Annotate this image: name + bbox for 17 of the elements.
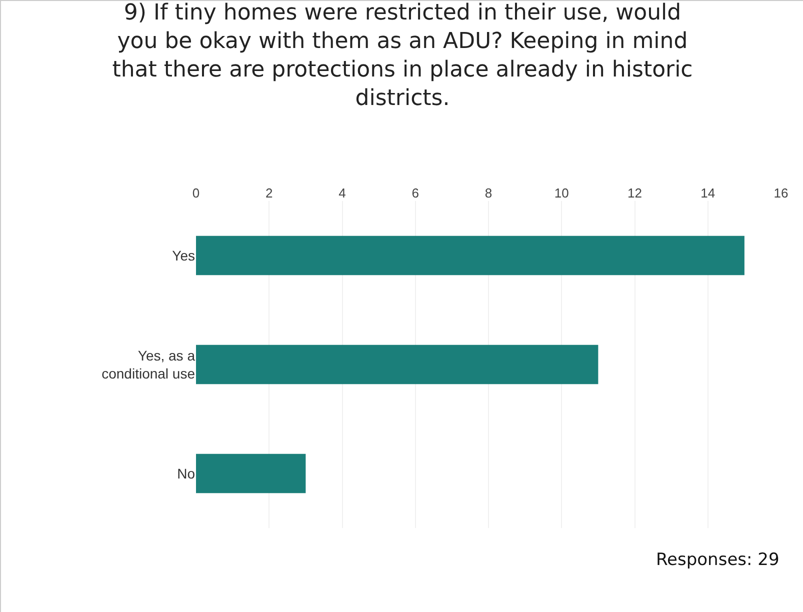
bar — [196, 454, 306, 494]
bar — [196, 344, 598, 384]
chart-title: 9) If tiny homes were restricted in their use, would you be okay with them as an ADU? Keeping in mind that there are protections in place already in historic districts. — [112, 0, 693, 112]
x-tick-label: 8 — [484, 185, 492, 200]
x-tick-label: 16 — [774, 185, 788, 200]
x-tick-label: 0 — [192, 185, 200, 200]
x-tick-label: 6 — [412, 185, 419, 200]
x-tick-label: 2 — [266, 185, 273, 200]
bar — [196, 236, 744, 276]
x-tick-label: 4 — [338, 185, 346, 200]
x-tick-label: 10 — [554, 185, 569, 200]
y-tick-label: Yes — [172, 247, 195, 264]
x-tick-label: 14 — [700, 185, 716, 200]
y-tick-label: No — [177, 465, 196, 482]
y-tick-label: Yes, as a conditional use — [102, 347, 196, 382]
x-tick-label: 12 — [628, 185, 642, 200]
text: Responses: 29 — [656, 550, 780, 570]
